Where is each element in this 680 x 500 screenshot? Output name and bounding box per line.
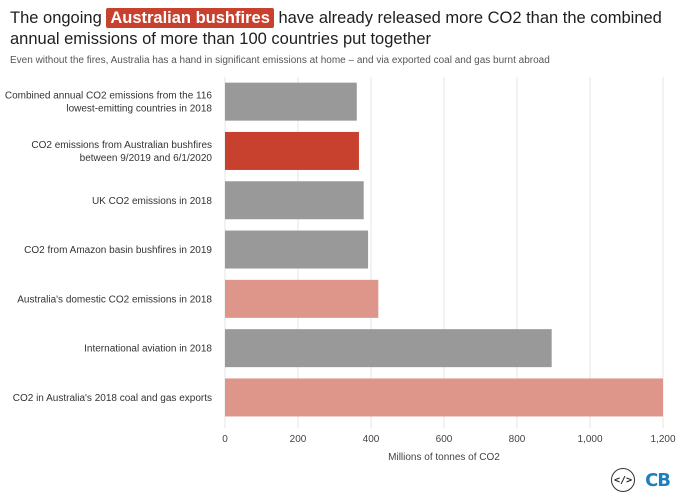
- x-tick-label: 1,200: [650, 434, 675, 445]
- title-highlight: Australian bushfires: [106, 8, 274, 28]
- title-suffix: have already released more CO2 than the …: [10, 9, 662, 48]
- x-tick-label: 200: [290, 434, 307, 445]
- category-label-line: CO2 in Australia's 2018 coal and gas exp…: [13, 393, 212, 404]
- bar[interactable]: [225, 82, 357, 121]
- category-label-line: Combined annual CO2 emissions from the 1…: [5, 91, 213, 102]
- category-label-line: Australia's domestic CO2 emissions in 20…: [17, 294, 212, 305]
- bar[interactable]: [225, 181, 364, 220]
- category-labels: Combined annual CO2 emissions from the 1…: [5, 91, 213, 404]
- bar[interactable]: [225, 230, 369, 269]
- embed-code-icon[interactable]: </>: [611, 468, 636, 492]
- chart-title: The ongoing Australian bushfires have al…: [10, 8, 670, 50]
- x-tick-label: 0: [222, 434, 228, 445]
- title-prefix: The ongoing: [10, 9, 107, 27]
- category-label-line: UK CO2 emissions in 2018: [92, 196, 212, 207]
- category-label: UK CO2 emissions in 2018: [92, 196, 212, 207]
- x-tick-label: 600: [436, 434, 453, 445]
- footer: </> CB: [611, 468, 671, 492]
- x-tick-label: 400: [363, 434, 380, 445]
- bars: [225, 82, 663, 417]
- category-label: CO2 from Amazon basin bushfires in 2019: [24, 245, 212, 256]
- x-tick-label: 1,000: [577, 434, 602, 445]
- chart-subtitle: Even without the fires, Australia has a …: [10, 55, 550, 66]
- bar[interactable]: [225, 131, 359, 170]
- carbon-brief-logo: CB: [645, 469, 671, 491]
- category-label: International aviation in 2018: [84, 344, 212, 355]
- x-axis-ticks: 0 200 400 600 800 1,000 1,200: [222, 434, 676, 445]
- bar[interactable]: [225, 329, 552, 368]
- x-tick-label: 800: [509, 434, 526, 445]
- category-label-line: International aviation in 2018: [84, 344, 212, 355]
- category-label: Australia's domestic CO2 emissions in 20…: [17, 294, 212, 305]
- category-label: Combined annual CO2 emissions from the 1…: [5, 91, 213, 115]
- bar[interactable]: [225, 279, 379, 318]
- category-label-line: lowest-emitting countries in 2018: [66, 104, 212, 115]
- category-label-line: between 9/2019 and 6/1/2020: [80, 153, 213, 164]
- category-label-line: CO2 emissions from Australian bushfires: [31, 140, 212, 151]
- x-axis-title: Millions of tonnes of CO2: [388, 452, 500, 463]
- category-label-line: CO2 from Amazon basin bushfires in 2019: [24, 245, 212, 256]
- bar[interactable]: [225, 378, 663, 417]
- category-label: CO2 in Australia's 2018 coal and gas exp…: [13, 393, 212, 404]
- category-label: CO2 emissions from Australian bushfires b…: [31, 140, 212, 164]
